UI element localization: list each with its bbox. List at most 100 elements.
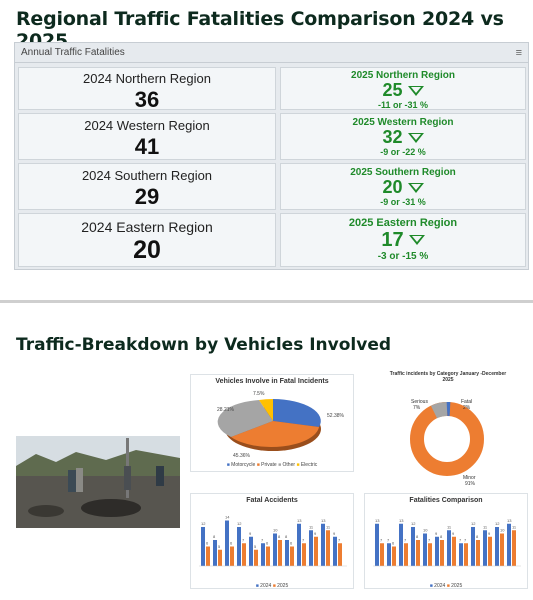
bar-value-label: 7 <box>242 537 245 542</box>
bar-value-label: 11 <box>483 524 488 529</box>
bar-2024 <box>309 530 313 566</box>
right-value: 25 <box>382 80 403 100</box>
down-triangle-icon <box>407 85 424 96</box>
bar-value-label: 6 <box>230 541 233 546</box>
bar-value-label: 9 <box>314 531 317 536</box>
right-value: 17 <box>381 229 404 251</box>
donut-value-serious: 7% <box>413 405 421 411</box>
bar-value-label: 9 <box>333 531 336 536</box>
right-value-row: 25 <box>281 81 525 100</box>
bar-2024 <box>213 540 217 566</box>
right-delta: -11 or -31 % <box>377 100 429 110</box>
photo-illustration <box>16 436 180 528</box>
left-label: 2024 Northern Region <box>83 71 211 86</box>
bar-2024 <box>495 527 499 566</box>
bar-2025 <box>206 546 210 566</box>
donut-label-serious: Serious <box>411 399 428 405</box>
bar-value-label: 7 <box>387 537 390 542</box>
donut-segment-minor <box>410 402 484 476</box>
bar-2024 <box>459 543 463 566</box>
bar-value-label: 7 <box>428 537 431 542</box>
right-delta: -3 or -15 % <box>377 251 429 262</box>
bar-2024 <box>321 523 325 566</box>
left-value: 36 <box>134 87 160 112</box>
bar-value-label: 6 <box>392 541 395 546</box>
bar-value-label: 10 <box>423 528 428 533</box>
bar-value-label: 10 <box>500 528 505 533</box>
right-card-southern: 2025 Southern Region 20 -9 or -31 % <box>280 163 526 210</box>
bar-value-label: 13 <box>399 518 404 523</box>
pie-legend: ■ Motorcycle ■ Private ■ Other ■ Electri… <box>226 462 318 468</box>
left-card-western: 2024 Western Region 41 <box>18 113 276 160</box>
bar-value-label: 8 <box>440 534 443 539</box>
right-label: 2025 Eastern Region <box>348 217 458 229</box>
bar-2025 <box>416 540 420 566</box>
pie-slice-private <box>231 421 319 447</box>
bar-2025 <box>266 546 270 566</box>
bar-value-label: 12 <box>201 521 206 526</box>
bar-2025 <box>278 540 282 566</box>
bar-2024 <box>201 527 205 566</box>
bar-value-label: 9 <box>435 531 438 536</box>
bar-2025 <box>302 543 306 566</box>
down-triangle-icon <box>408 235 425 245</box>
bar-value-label: 5 <box>254 544 257 549</box>
legend-other: Other <box>282 462 296 468</box>
right-label: 2025 Northern Region <box>351 70 455 81</box>
bar-value-label: 8 <box>476 534 479 539</box>
bar-2025 <box>218 549 222 566</box>
bar-2025 <box>428 543 432 566</box>
pie-label-other: 28.21% <box>217 407 235 413</box>
down-triangle-icon <box>407 182 424 193</box>
down-triangle-icon <box>407 132 424 143</box>
donut-chart-title: Traffic incidents by Category January -D… <box>389 371 507 383</box>
right-label: 2025 Western Region <box>352 117 454 128</box>
bar-2025 <box>440 540 444 566</box>
legend-private: Private <box>261 462 277 468</box>
pie-slice-electric <box>259 399 273 421</box>
pie-chart-title: Vehicles Involve in Fatal Incidents <box>215 378 329 385</box>
bar-2025 <box>500 533 504 566</box>
right-card-western: 2025 Western Region 32 -9 or -22 % <box>280 113 526 160</box>
bar-value-label: 7 <box>459 537 462 542</box>
bar-2025 <box>488 536 492 566</box>
bar-2024 <box>471 527 475 566</box>
bar-value-label: 13 <box>375 518 380 523</box>
right-value: 20 <box>382 177 403 197</box>
bar-2024 <box>273 533 277 566</box>
hamburger-menu-icon[interactable]: ≡ <box>515 46 522 59</box>
bar-2024 <box>507 523 511 566</box>
fatalities-panel: Annual Traffic Fatalities ≡ 2024 Norther… <box>14 42 529 270</box>
donut-value-fatal: 2% <box>463 405 471 411</box>
left-card-northern: 2024 Northern Region 36 <box>18 67 276 112</box>
bar-2025 <box>314 536 318 566</box>
bar-2024 <box>225 520 229 566</box>
left-value: 41 <box>134 134 160 159</box>
bar-value-label: 13 <box>297 518 302 523</box>
left-card-southern: 2024 Southern Region 29 <box>18 163 276 210</box>
bar-2024 <box>411 527 415 566</box>
panel-header: Annual Traffic Fatalities ≡ <box>15 43 528 63</box>
left-label: 2024 Southern Region <box>81 168 213 183</box>
bar-2025 <box>452 536 456 566</box>
bar-value-label: 8 <box>213 534 216 539</box>
bar-value-label: 7 <box>464 537 467 542</box>
bar-value-label: 6 <box>290 541 293 546</box>
left-value: 20 <box>133 236 161 264</box>
section-divider <box>0 300 533 303</box>
bar-value-label: 14 <box>225 515 230 520</box>
legend-motorcycle: Motorcycle <box>231 462 256 468</box>
bar-value-label: 6 <box>266 541 269 546</box>
bar-value-label: 12 <box>237 521 242 526</box>
bar-value-label: 8 <box>285 534 288 539</box>
legend-2025: 2025 <box>451 583 463 589</box>
bar1-title: Fatal Accidents <box>246 497 298 504</box>
donut-label-fatal: Fatal <box>461 399 472 405</box>
right-card-northern: 2025 Northern Region 25 -11 or -31 % <box>280 67 526 110</box>
section-title: Traffic-Breakdown by Vehicles Involved <box>16 335 392 355</box>
left-value: 29 <box>134 184 160 209</box>
fatal-accidents-card: Fatal Accidents 12 6 8 5 14 6 12 7 9 5 7 6 10 8 8 6 13 7 1… <box>190 493 354 589</box>
legend-2024: 2024 <box>434 583 446 589</box>
bar-value-label: 13 <box>507 518 512 523</box>
